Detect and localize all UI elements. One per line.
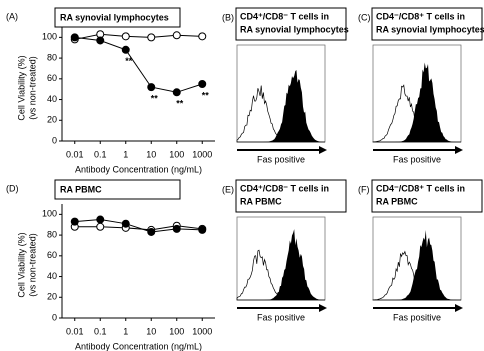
panel-label: (E) [222, 184, 234, 194]
arrow-head [319, 304, 327, 312]
data-point [121, 45, 130, 54]
y-tick-label: 80 [47, 52, 57, 62]
data-point [70, 33, 79, 42]
y-tick-label: 100 [42, 209, 57, 219]
y-tick-label: 0 [52, 135, 57, 145]
significance-label: ** [176, 99, 184, 109]
significance-label: ** [202, 90, 210, 100]
y-axis-label: Cell Viability (%) [16, 55, 26, 120]
panel-title: RA PBMC [376, 196, 418, 206]
x-tick-label: 1000 [192, 326, 212, 336]
histogram-control [236, 249, 326, 301]
y-tick-label: 60 [47, 250, 57, 260]
arrow-head [455, 304, 463, 312]
arrow-head [455, 146, 463, 154]
data-point [96, 215, 105, 224]
histogram-filled [237, 229, 325, 300]
x-tick-label: 100 [169, 149, 184, 159]
y-tick-label: 80 [47, 229, 57, 239]
y-axis-label: Cell Viability (%) [16, 232, 26, 297]
panel-label: (F) [358, 184, 370, 194]
x-tick-label: 0.1 [94, 326, 107, 336]
x-tick-label: 1000 [192, 149, 212, 159]
y-axis-label: (vs non-treated) [27, 56, 37, 120]
histogram-filled [237, 70, 325, 142]
x-tick-label: 10 [146, 326, 156, 336]
histogram-control [236, 85, 326, 143]
data-point [198, 225, 207, 234]
panel-label: (D) [6, 183, 19, 193]
arrow-head [319, 146, 327, 154]
panel-label: (C) [358, 12, 371, 22]
title-box [235, 179, 347, 213]
series-line [74, 225, 203, 231]
histogram-control [372, 250, 462, 301]
significance-label: ** [125, 56, 133, 66]
data-point [147, 33, 156, 42]
histogram-x-label: Fas positive [393, 154, 441, 164]
panel-title: CD4⁺/CD8⁻ T cells in [240, 11, 329, 21]
data-point [172, 224, 181, 233]
title-box [235, 7, 347, 41]
panel-label: (A) [6, 11, 18, 21]
data-point [96, 222, 105, 231]
x-tick-label: 0.01 [66, 149, 84, 159]
series-line [74, 33, 203, 40]
panel-title: CD4⁻/CD8⁺ T cells in [376, 11, 465, 21]
x-axis-label: Antibody Concentration (ng/mL) [75, 164, 202, 174]
y-tick-label: 20 [47, 115, 57, 125]
x-tick-label: 0.1 [94, 149, 107, 159]
histogram-x-label: Fas positive [257, 154, 305, 164]
panel-label: (B) [222, 12, 234, 22]
title-box [371, 7, 483, 41]
data-point [198, 80, 207, 88]
x-axis-label: Antibody Concentration (ng/mL) [75, 341, 202, 351]
y-tick-label: 0 [52, 312, 57, 322]
x-tick-label: 10 [146, 149, 156, 159]
panel-title: CD4⁺/CD8⁻ T cells in [240, 183, 329, 193]
title-box [371, 179, 483, 213]
panel-title: RA synovial lymphocytes [376, 24, 484, 34]
title-box [54, 179, 181, 200]
histogram-filled [373, 62, 461, 142]
data-point [147, 83, 156, 92]
y-axis-label: (vs non-treated) [27, 233, 37, 297]
data-point [96, 36, 105, 45]
data-point [172, 31, 181, 40]
y-tick-label: 60 [47, 73, 57, 83]
series-line [74, 219, 203, 233]
data-point [70, 217, 79, 226]
series-line [74, 36, 203, 93]
histogram-x-label: Fas positive [393, 312, 441, 322]
chart-title: RA synovial lymphocytes [60, 12, 169, 22]
y-tick-label: 100 [42, 32, 57, 42]
x-tick-label: 1 [123, 149, 128, 159]
panel-title: RA synovial lymphocytes [240, 24, 349, 34]
histogram-x-label: Fas positive [257, 312, 305, 322]
x-tick-label: 0.01 [66, 326, 84, 336]
y-tick-label: 40 [47, 94, 57, 104]
y-tick-label: 40 [47, 271, 57, 281]
x-tick-label: 100 [169, 326, 184, 336]
data-point [121, 219, 130, 228]
data-point [147, 227, 156, 236]
data-point [198, 32, 207, 41]
histogram-filled [373, 230, 461, 300]
significance-label: ** [151, 93, 159, 103]
data-point [121, 32, 130, 41]
y-tick-label: 20 [47, 292, 57, 302]
panel-title: RA PBMC [240, 196, 282, 206]
panel-title: CD4⁻/CD8⁺ T cells in [376, 183, 465, 193]
chart-title: RA PBMC [60, 184, 102, 194]
x-tick-label: 1 [123, 326, 128, 336]
data-point [172, 88, 181, 97]
histogram-control [372, 84, 462, 143]
title-box [54, 7, 181, 28]
